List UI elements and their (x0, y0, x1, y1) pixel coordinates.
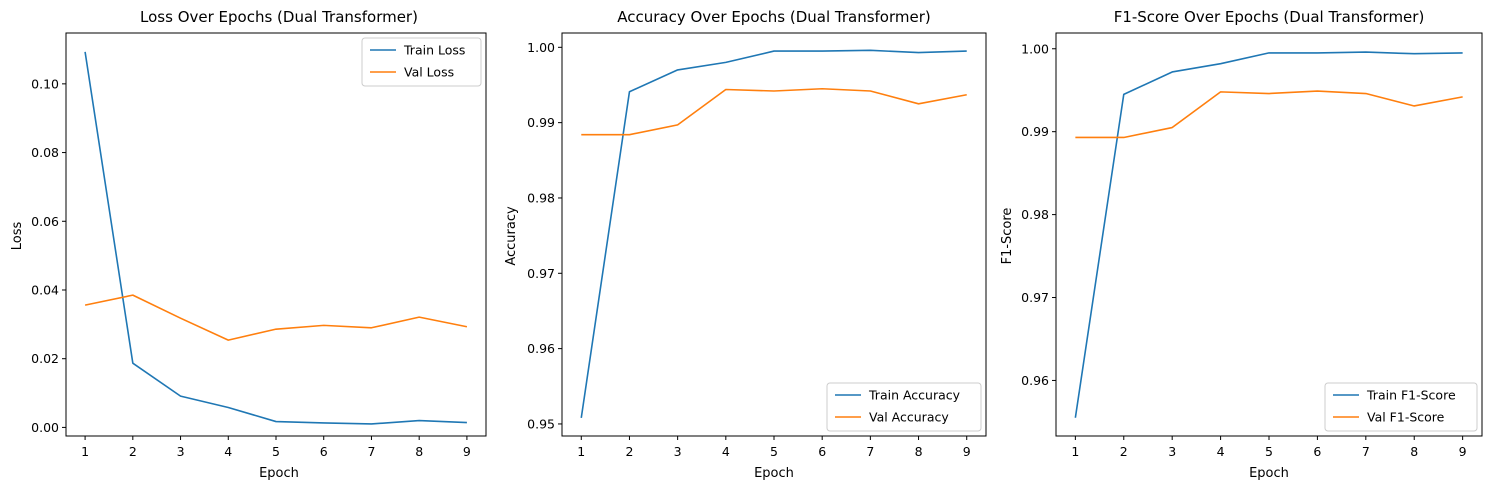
loss-chart-y-tick-label: 0.04 (31, 282, 59, 297)
f1-score-chart-x-axis-label: Epoch (1249, 466, 1289, 481)
loss-chart-x-tick-label: 7 (367, 444, 375, 459)
accuracy-chart-legend: Train Accuracy Val Accuracy (826, 382, 982, 432)
accuracy-chart-x-tick-label: 2 (625, 444, 633, 459)
loss-chart-panel: Loss Over Epochs (Dual Transformer) Epoc… (10, 8, 487, 481)
accuracy-chart-y-tick-label: 0.98 (527, 190, 555, 205)
loss-chart-y-tick-label: 0.02 (31, 351, 59, 366)
accuracy-chart-x-tick-label: 8 (915, 444, 923, 459)
f1-score-chart-series-1-line (1074, 51, 1463, 418)
f1-score-chart-y-tick-label: 1.00 (1021, 41, 1049, 56)
f1-score-chart-x-tick-label: 7 (1362, 444, 1370, 459)
f1-score-chart-x-tick-label: 3 (1168, 444, 1176, 459)
accuracy-chart-y-tick-label: 0.95 (527, 416, 555, 431)
loss-chart-title: Loss Over Epochs (Dual Transformer) (140, 8, 418, 26)
loss-chart-x-tick-label: 4 (224, 444, 232, 459)
accuracy-chart-x-tick-label: 7 (866, 444, 874, 459)
accuracy-chart-x-tick-label: 1 (577, 444, 585, 459)
f1-score-chart-legend-label-2: Val F1-Score (1367, 410, 1445, 425)
accuracy-chart-x-tick-label: 4 (722, 444, 730, 459)
loss-chart-x-tick-label: 3 (177, 444, 185, 459)
f1-score-chart-x-tick-label: 6 (1313, 444, 1321, 459)
f1-score-chart-x-tick-label: 5 (1265, 444, 1273, 459)
accuracy-chart-x-tick-label: 3 (674, 444, 682, 459)
f1-score-chart-legend: Train F1-Score Val F1-Score (1324, 382, 1478, 432)
loss-chart-x-tick-label: 8 (415, 444, 423, 459)
f1-score-chart-y-tick-label: 0.96 (1021, 373, 1049, 388)
f1-score-chart-x-tick-label: 9 (1459, 444, 1467, 459)
f1-score-chart-legend-box (1324, 382, 1478, 432)
loss-chart-y-tick-label: 0.06 (31, 214, 59, 229)
loss-chart-legend-label-2: Val Loss (404, 65, 454, 80)
f1-score-chart-y-tick-label: 0.97 (1021, 290, 1049, 305)
accuracy-chart-y-tick-label: 0.96 (527, 341, 555, 356)
accuracy-chart-series-1-line (580, 49, 967, 419)
loss-chart-y-tick-label: 0.08 (31, 145, 59, 160)
accuracy-chart-legend-label-1: Train Accuracy (868, 388, 961, 403)
f1-score-chart-y-tick-label: 0.98 (1021, 207, 1049, 222)
loss-chart-y-axis-label: Loss (10, 222, 25, 251)
accuracy-chart-y-axis-label: Accuracy (504, 206, 519, 266)
accuracy-chart-title: Accuracy Over Epochs (Dual Transformer) (617, 8, 931, 26)
accuracy-chart-panel: Accuracy Over Epochs (Dual Transformer) … (504, 8, 987, 481)
f1-score-chart-series-2-line (1075, 90, 1463, 139)
loss-chart-x-tick-label: 5 (272, 444, 280, 459)
accuracy-chart-y-tick-label: 1.00 (527, 40, 555, 55)
accuracy-chart-x-tick-label: 9 (963, 444, 971, 459)
accuracy-chart-legend-label-2: Val Accuracy (869, 410, 949, 425)
loss-chart-series-1-line (84, 51, 467, 425)
loss-chart-legend: Train Loss Val Loss (361, 37, 482, 87)
loss-chart-series-2-line (84, 294, 468, 341)
accuracy-chart-x-axis-label: Epoch (754, 466, 794, 481)
loss-chart-x-axis-label: Epoch (259, 466, 299, 481)
f1-score-chart-x-tick-label: 8 (1410, 444, 1418, 459)
f1-score-chart-y-tick-label: 0.99 (1021, 124, 1049, 139)
f1-score-chart-x-tick-label: 4 (1217, 444, 1225, 459)
accuracy-chart-y-tick-label: 0.97 (527, 266, 555, 281)
f1-score-chart-title: F1-Score Over Epochs (Dual Transformer) (1114, 8, 1425, 26)
accuracy-chart-y-tick-label: 0.99 (527, 115, 555, 130)
accuracy-chart-series-2-line (581, 87, 967, 136)
f1-score-chart-legend-label-1: Train F1-Score (1366, 388, 1456, 403)
accuracy-chart-legend-box (826, 382, 982, 432)
loss-chart-legend-label-1: Train Loss (403, 43, 465, 58)
loss-chart-y-tick-label: 0.10 (31, 76, 59, 91)
loss-chart-x-tick-label: 2 (129, 444, 137, 459)
loss-chart-x-tick-label: 6 (320, 444, 328, 459)
loss-chart-x-tick-label: 9 (463, 444, 471, 459)
f1-score-chart-y-axis-label: F1-Score (1000, 208, 1015, 265)
loss-chart-y-tick-label: 0.00 (31, 420, 59, 435)
f1-score-chart-x-tick-label: 2 (1120, 444, 1128, 459)
accuracy-chart-x-tick-label: 6 (818, 444, 826, 459)
loss-chart-x-tick-label: 1 (81, 444, 89, 459)
f1-score-chart-panel: F1-Score Over Epochs (Dual Transformer) … (1000, 8, 1483, 481)
accuracy-chart-x-tick-label: 5 (770, 444, 778, 459)
f1-score-chart-x-tick-label: 1 (1071, 444, 1079, 459)
